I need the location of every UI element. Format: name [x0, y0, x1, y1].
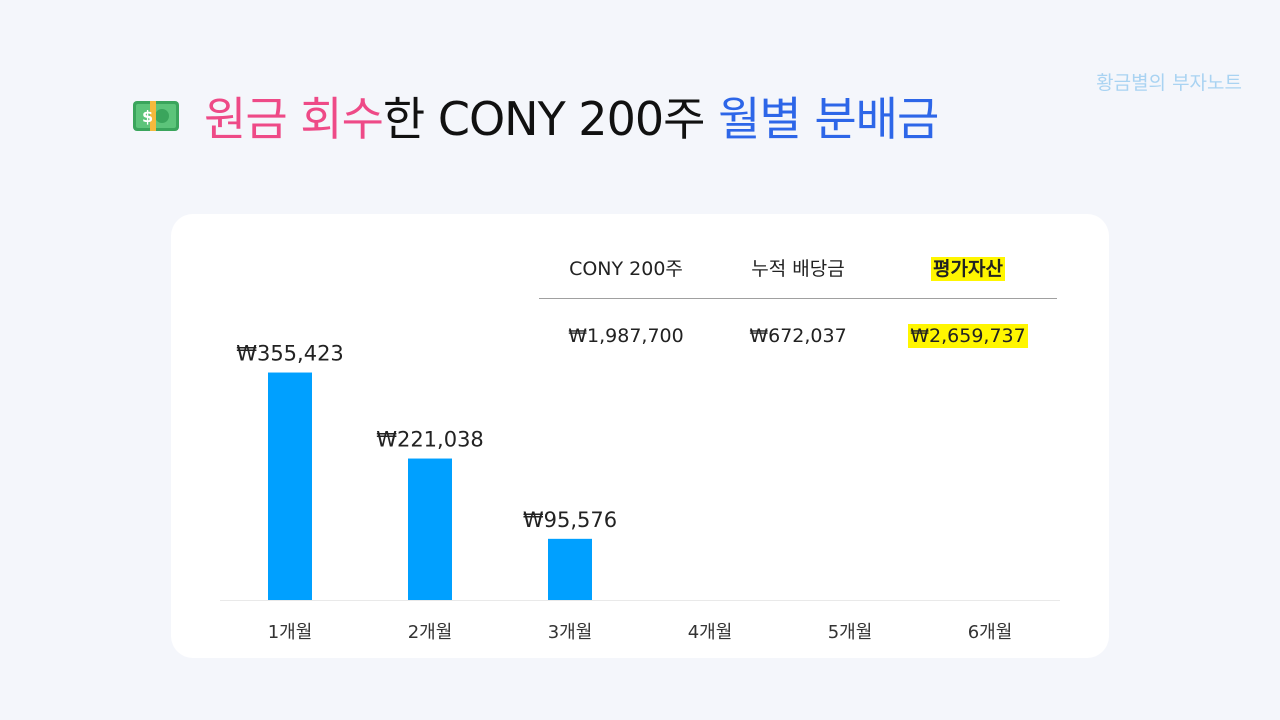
summary-value-assets-label: ₩2,659,737 [908, 324, 1028, 348]
title-highlight-pink: 원금 회수 [204, 92, 384, 146]
summary-header-dividends: 누적 배당금 [751, 258, 845, 280]
summary-value-assets: ₩2,659,737 [878, 324, 1058, 348]
summary-header-assets: 평가자산 [878, 254, 1058, 281]
money-bill-icon: $ [133, 101, 179, 131]
svg-text:$: $ [142, 107, 153, 126]
x-tick-label-3: 3개월 [548, 622, 593, 643]
x-tick-label-1: 1개월 [268, 622, 313, 643]
summary-value-dividends: ₩672,037 [749, 325, 847, 347]
title-row: $ 원금 회수한 CONY 200주 월별 분배금 [132, 83, 939, 149]
bar-value-label-1: ₩355,423 [236, 342, 344, 366]
watermark: 황금별의 부자노트 [1096, 72, 1242, 94]
bar-2 [408, 458, 452, 600]
summary-header-shares: CONY 200주 [569, 258, 683, 280]
bar-1 [268, 372, 312, 600]
bar-value-label-3: ₩95,576 [523, 508, 617, 532]
bar-chart: ₩355,423 1개월 ₩221,038 2개월 ₩95,576 3개월 4개월 5개월 6개… [220, 342, 1060, 643]
summary-divider [539, 298, 1057, 299]
summary-value-shares: ₩1,987,700 [568, 325, 684, 347]
x-tick-label-6: 6개월 [968, 622, 1013, 643]
x-tick-label-5: 5개월 [828, 622, 873, 643]
summary-header-assets-label: 평가자산 [931, 257, 1005, 281]
bar-3 [548, 538, 592, 600]
page-title: 원금 회수한 CONY 200주 월별 분배금 [204, 83, 939, 149]
bar-value-label-2: ₩221,038 [376, 428, 484, 452]
x-tick-label-4: 4개월 [688, 622, 733, 643]
x-tick-label-2: 2개월 [408, 622, 453, 643]
title-main: 한 CONY 200주 [382, 92, 719, 146]
title-highlight-blue: 월별 분배금 [718, 92, 939, 146]
chart-card: CONY 200주 누적 배당금 평가자산 ₩1,987,700 ₩672,03… [171, 214, 1109, 658]
